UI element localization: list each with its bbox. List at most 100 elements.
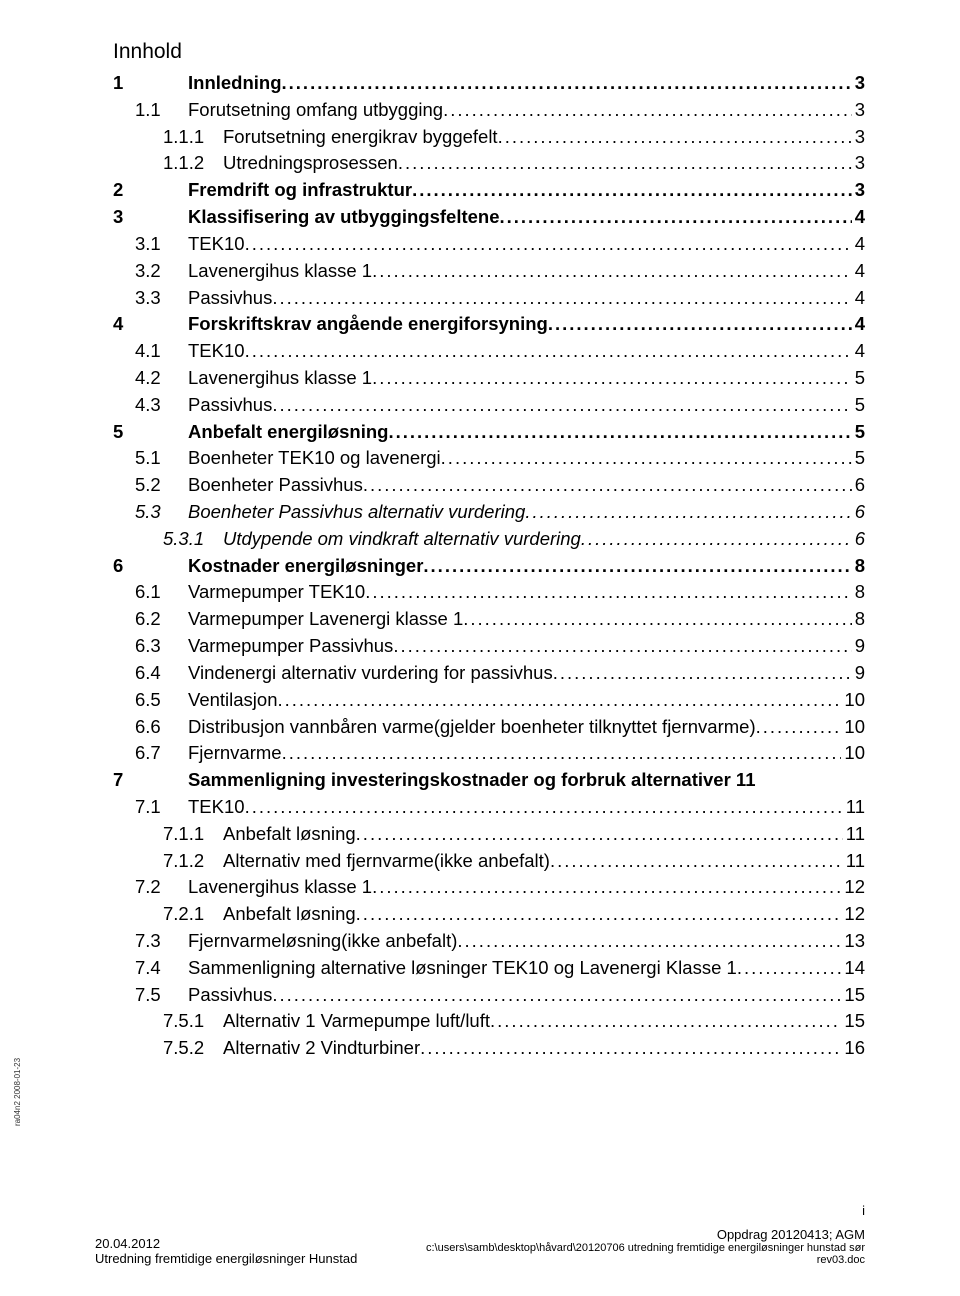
footer-date: 20.04.2012 (95, 1236, 357, 1251)
toc-entry-number: 6.3 (135, 633, 188, 660)
toc-entry-number: 5.1 (135, 445, 188, 472)
toc-leader-dots (423, 553, 851, 580)
toc-entry-number: 7.1 (135, 794, 188, 821)
toc-entry: 7Sammenligning investeringskostnader og … (95, 767, 865, 794)
toc-entry: 4Forskriftskrav angående energiforsyning… (95, 311, 865, 338)
toc-entry-number: 3.3 (135, 285, 188, 312)
footer-left: 20.04.2012 Utredning fremtidige energilø… (95, 1236, 357, 1266)
toc-entry-page: 15 (841, 982, 865, 1009)
toc-entry-page: 14 (841, 955, 865, 982)
toc-entry-number: 4.3 (135, 392, 188, 419)
toc-entry: 2Fremdrift og infrastruktur3 (95, 177, 865, 204)
toc-leader-dots (388, 419, 851, 446)
toc-entry-number: 6.7 (135, 740, 188, 767)
toc-entry: 6.4Vindenergi alternativ vurdering for p… (95, 660, 865, 687)
toc-title: Innhold (113, 40, 865, 64)
toc-leader-dots (393, 633, 851, 660)
toc-entry: 6.5Ventilasjon10 (95, 687, 865, 714)
toc-leader-dots (356, 901, 842, 928)
toc-entry-page: 10 (841, 687, 865, 714)
toc-entry-text: Lavenergihus klasse 1 (188, 258, 372, 285)
toc-entry-number: 7.3 (135, 928, 188, 955)
toc-entry-number: 6.6 (135, 714, 188, 741)
toc-entry-text: Forskriftskrav angående energiforsyning (188, 311, 548, 338)
toc-entry-number: 7.5.1 (163, 1008, 223, 1035)
toc-entry: 7.2Lavenergihus klasse 112 (95, 874, 865, 901)
page-footer: 20.04.2012 Utredning fremtidige energilø… (95, 1227, 865, 1266)
toc-leader-dots (463, 606, 851, 633)
toc-entry-page: 11 (843, 848, 865, 875)
toc-leader-dots (443, 97, 852, 124)
toc-entry: 4.1TEK104 (95, 338, 865, 365)
toc-entry-text: Passivhus (188, 982, 272, 1009)
toc-entry: 5.1Boenheter TEK10 og lavenergi 5 (95, 445, 865, 472)
toc-entry-page: 6 (852, 526, 865, 553)
toc-entry: 6.7Fjernvarme10 (95, 740, 865, 767)
toc-entry-text: Varmepumper Passivhus (188, 633, 393, 660)
toc-entry-page: 13 (841, 928, 865, 955)
toc-entry: 3.2Lavenergihus klasse 14 (95, 258, 865, 285)
toc-entry-page: 10 (841, 740, 865, 767)
toc-entry-page: 3 (852, 124, 865, 151)
toc-entry: 1Innledning3 (95, 70, 865, 97)
toc-leader-dots (372, 365, 852, 392)
toc-entry-text: Anbefalt energiløsning (188, 419, 388, 446)
toc-entry-page: 6 (852, 499, 865, 526)
toc-leader-dots (277, 687, 841, 714)
toc-entry: 5.2Boenheter Passivhus6 (95, 472, 865, 499)
toc-entry-number: 5.3.1 (163, 526, 223, 553)
toc-entry: 7.5Passivhus15 (95, 982, 865, 1009)
toc-leader-dots (245, 231, 852, 258)
toc-entry-text: Passivhus (188, 285, 272, 312)
toc-entry-text: Sammenligning investeringskostnader og f… (188, 767, 865, 794)
toc-entry-text: Sammenligning alternative løsninger TEK1… (188, 955, 737, 982)
toc-entry: 6.2Varmepumper Lavenergi klasse 18 (95, 606, 865, 633)
toc-entry-page: 5 (852, 392, 865, 419)
toc-entry-text: Alternativ 2 Vindturbiner (223, 1035, 420, 1062)
toc-entry-page: 8 (852, 579, 865, 606)
toc-entry-page: 3 (852, 97, 865, 124)
toc-leader-dots (272, 285, 851, 312)
toc-entry-page: 6 (852, 472, 865, 499)
toc-entry-number: 1.1.2 (163, 150, 223, 177)
toc-entry: 4.2Lavenergihus klasse 15 (95, 365, 865, 392)
toc-entry-page: 5 (852, 445, 865, 472)
toc-entry-page: 9 (852, 633, 865, 660)
toc-leader-dots (365, 579, 851, 606)
toc-entry-page: 8 (852, 606, 865, 633)
toc-leader-dots (498, 124, 852, 151)
toc-entry-page: 4 (852, 258, 865, 285)
toc-leader-dots (737, 955, 842, 982)
toc-entry-text: Innledning (188, 70, 282, 97)
toc-entry-text: Kostnader energiløsninger (188, 553, 423, 580)
toc-leader-dots (372, 874, 841, 901)
toc-entry: 3.1TEK104 (95, 231, 865, 258)
toc-entry-page: 12 (841, 901, 865, 928)
toc-leader-dots (550, 848, 843, 875)
toc-leader-dots (500, 204, 852, 231)
toc-leader-dots (581, 526, 852, 553)
toc-entry: 1.1.2Utredningsprosessen3 (95, 150, 865, 177)
toc-entry-text: Forutsetning energikrav byggefelt (223, 124, 498, 151)
sidebar-reference: ra04n2 2008-01-23 (13, 1058, 22, 1126)
toc-entry-number: 7.2 (135, 874, 188, 901)
toc-entry-number: 1.1.1 (163, 124, 223, 151)
toc-entry-text: Klassifisering av utbyggingsfeltene (188, 204, 500, 231)
toc-leader-dots (553, 660, 852, 687)
document-page: ra04n2 2008-01-23 Innhold 1Innledning31.… (0, 0, 960, 1296)
toc-entry-page: 10 (841, 714, 865, 741)
table-of-contents: 1Innledning31.1Forutsetning omfang utbyg… (95, 70, 865, 1062)
toc-entry-page: 11 (843, 794, 865, 821)
toc-entry: 6.3Varmepumper Passivhus 9 (95, 633, 865, 660)
toc-entry: 5Anbefalt energiløsning5 (95, 419, 865, 446)
toc-entry: 5.3.1Utdypende om vindkraft alternativ v… (95, 526, 865, 553)
toc-entry: 7.3Fjernvarmeløsning(ikke anbefalt)13 (95, 928, 865, 955)
toc-entry-page: 3 (852, 70, 865, 97)
toc-entry-text: Utdypende om vindkraft alternativ vurder… (223, 526, 581, 553)
footer-doc-title: Utredning fremtidige energiløsninger Hun… (95, 1251, 357, 1266)
toc-leader-dots (272, 392, 851, 419)
toc-entry-text: Boenheter TEK10 og lavenergi (188, 445, 441, 472)
toc-entry-page: 4 (852, 204, 865, 231)
toc-entry-text: Utredningsprosessen (223, 150, 398, 177)
toc-entry: 7.1TEK1011 (95, 794, 865, 821)
